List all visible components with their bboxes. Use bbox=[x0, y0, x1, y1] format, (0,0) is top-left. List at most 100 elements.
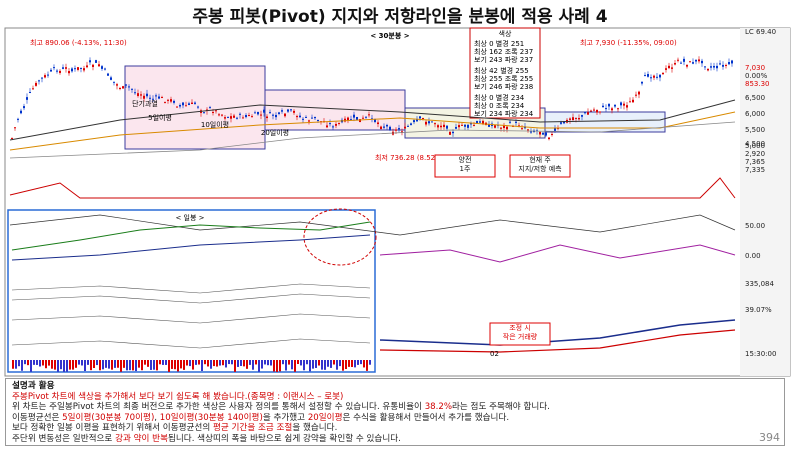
volume-bar bbox=[114, 360, 116, 368]
volume-bar bbox=[141, 360, 143, 371]
volume-bar bbox=[90, 360, 92, 371]
ma-line bbox=[11, 313, 371, 324]
candle-body bbox=[305, 116, 307, 118]
price-label: 7,030 bbox=[745, 64, 765, 72]
candle-body bbox=[449, 131, 451, 135]
candle-body bbox=[590, 110, 592, 112]
text-segment: 위 차트는 주일봉Pivot 차트의 최종 버전으로 추가한 색상은 사용자 정… bbox=[12, 402, 425, 413]
candle-body bbox=[368, 114, 370, 116]
candle-body bbox=[74, 68, 76, 70]
inset-panel bbox=[7, 209, 376, 373]
highlight-circle bbox=[303, 208, 377, 266]
volume-bar bbox=[216, 360, 218, 367]
volume-bar bbox=[312, 360, 314, 369]
candle-body bbox=[245, 115, 247, 118]
candle-body bbox=[110, 77, 112, 80]
text-segment: 10일이평(30분봉 140이평) bbox=[159, 412, 263, 423]
candle-body bbox=[302, 118, 304, 120]
volume-bar bbox=[51, 360, 53, 369]
volume-bar bbox=[306, 360, 308, 365]
candle-body bbox=[17, 118, 19, 120]
text-segment: 보다 정확한 일봉 이평을 표현하기 위해서 이동평균선의 bbox=[12, 423, 213, 434]
candle-body bbox=[659, 74, 661, 78]
candle-body bbox=[458, 125, 460, 128]
candle-body bbox=[596, 109, 598, 113]
legend-row: 최상 0 별경 234 bbox=[474, 93, 525, 102]
volume-bar bbox=[339, 360, 341, 367]
candle-body bbox=[722, 64, 724, 67]
volume-bar bbox=[243, 360, 245, 367]
volume-bar bbox=[33, 360, 35, 365]
candle-body bbox=[452, 131, 454, 134]
text-segment: 을 했습니다. bbox=[292, 423, 338, 434]
candle-body bbox=[377, 122, 379, 125]
candle-body bbox=[389, 126, 391, 130]
candle-body bbox=[704, 66, 706, 68]
volume-bar bbox=[132, 360, 134, 371]
volume-bar bbox=[264, 360, 266, 365]
candle-body bbox=[692, 62, 694, 64]
volume-bar bbox=[171, 360, 173, 369]
candle-body bbox=[53, 67, 55, 69]
volume-bar bbox=[273, 360, 275, 372]
volume-bar bbox=[150, 360, 152, 370]
candle-body bbox=[335, 123, 337, 126]
candle-body bbox=[119, 87, 121, 89]
candle-body bbox=[62, 67, 64, 69]
candle-body bbox=[266, 116, 268, 119]
explanation-heading: 설명과 활용 bbox=[12, 381, 55, 391]
candle-body bbox=[95, 60, 97, 63]
volume-bar bbox=[21, 360, 23, 371]
candle-body bbox=[572, 117, 574, 121]
candle-body bbox=[209, 107, 211, 109]
candle-body bbox=[602, 105, 604, 108]
candle-body bbox=[188, 103, 190, 106]
candle-body bbox=[383, 126, 385, 128]
explanation-line: 이동평균선은 5일이평(30분봉 70이평), 10일이평(30분봉 140이평… bbox=[12, 413, 778, 424]
page-number: 394 bbox=[759, 431, 780, 444]
candle-body bbox=[464, 124, 466, 127]
candle-body bbox=[194, 102, 196, 104]
volume-bar bbox=[345, 360, 347, 370]
candle-body bbox=[647, 74, 649, 77]
candle-body bbox=[218, 114, 220, 116]
ma-line bbox=[379, 319, 736, 346]
volume-bar bbox=[303, 360, 305, 371]
candle-body bbox=[47, 74, 49, 76]
volume-bar bbox=[60, 360, 62, 370]
volume-bar bbox=[165, 360, 167, 365]
candle-body bbox=[122, 86, 124, 89]
candle-body bbox=[221, 114, 223, 116]
volume-bar bbox=[126, 360, 128, 371]
volume-bar bbox=[174, 360, 176, 370]
candle-body bbox=[275, 114, 277, 118]
candle-body bbox=[212, 111, 214, 113]
volume-bar bbox=[219, 360, 221, 366]
candle-body bbox=[635, 94, 637, 96]
volume-bar bbox=[81, 360, 83, 366]
candle-body bbox=[431, 121, 433, 123]
candle-body bbox=[623, 103, 625, 106]
ma-label: 5일이평 bbox=[148, 113, 172, 122]
candle-body bbox=[362, 117, 364, 119]
candle-body bbox=[611, 108, 613, 111]
text-segment: 주단위 변동성은 일반적으로 bbox=[12, 433, 116, 444]
candle-body bbox=[134, 92, 136, 94]
candle-body bbox=[401, 131, 403, 133]
volume-bar bbox=[348, 360, 350, 367]
candle-body bbox=[653, 75, 655, 78]
candle-body bbox=[146, 93, 148, 97]
inset-title: < 일봉 > bbox=[175, 213, 204, 222]
candle-body bbox=[506, 126, 508, 130]
price-label: 0.00 bbox=[745, 252, 761, 260]
candle-body bbox=[185, 105, 187, 107]
candle-body bbox=[50, 69, 52, 72]
candle-body bbox=[434, 123, 436, 125]
volume-bar bbox=[147, 360, 149, 367]
volume-bar bbox=[279, 360, 281, 372]
volume-bar bbox=[294, 360, 296, 372]
candle-body bbox=[38, 80, 40, 82]
candle-body bbox=[551, 133, 553, 135]
volume-bar bbox=[213, 360, 215, 367]
candle-body bbox=[488, 124, 490, 127]
